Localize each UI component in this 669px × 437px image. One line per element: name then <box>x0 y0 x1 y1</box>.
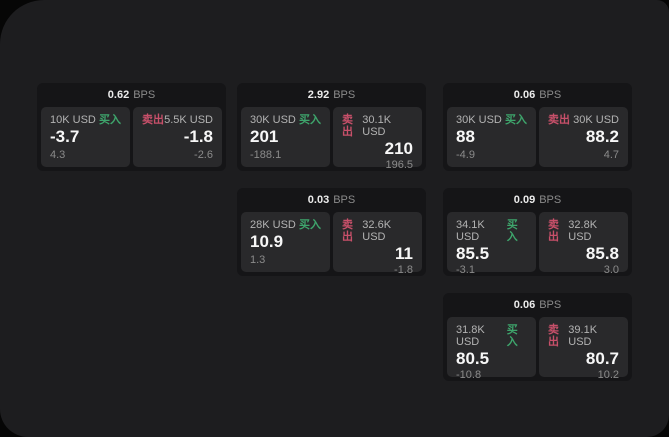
sell-price: -1.8 <box>183 127 213 146</box>
spread-header: 0.06 BPS <box>447 83 628 107</box>
sell-amount: 32.6K USD <box>362 219 392 243</box>
sell-amount: 30.1K USD <box>362 114 392 138</box>
buy-tile[interactable]: 30K USD 买入 88 -4.9 <box>447 107 536 167</box>
buy-tile[interactable]: 10K USD 买入 -3.7 4.3 <box>41 107 130 167</box>
buy-subvalue: -10.8 <box>456 369 482 381</box>
spread-value: 0.09 <box>513 194 536 206</box>
quote-card-2: 2.92 BPS 30K USD 买入 201 -188.1 卖出 30.1K … <box>237 83 426 171</box>
sell-subvalue: -1.8 <box>394 264 413 276</box>
buy-amount: 28K USD <box>250 219 296 231</box>
sell-amount: 32.8K USD <box>568 219 598 243</box>
quote-card-4: 0.03 BPS 28K USD 买入 10.9 1.3 卖出 32.6K US… <box>237 188 426 276</box>
buy-tile[interactable]: 31.8K USD 买入 80.5 -10.8 <box>447 317 536 381</box>
spread-header: 0.62 BPS <box>41 83 222 107</box>
spread-unit: BPS <box>133 89 156 101</box>
buy-amount: 34.1K USD <box>456 219 485 243</box>
spread-header: 0.09 BPS <box>447 188 628 212</box>
buy-label: 买入 <box>299 219 321 231</box>
sell-tile[interactable]: 卖出 30K USD 88.2 4.7 <box>539 107 628 167</box>
sell-label: 卖出 <box>548 324 559 348</box>
sell-tile[interactable]: 卖出 32.6K USD 11 -1.8 <box>333 212 422 276</box>
buy-label: 买入 <box>299 114 321 126</box>
buy-price: -3.7 <box>50 127 80 146</box>
spread-value: 0.06 <box>513 89 536 101</box>
buy-amount: 30K USD <box>250 114 296 126</box>
buy-subvalue: -4.9 <box>456 149 475 161</box>
buy-amount: 31.8K USD <box>456 324 485 348</box>
sell-subvalue: 4.7 <box>603 149 619 161</box>
sell-amount: 39.1K USD <box>568 324 598 348</box>
spread-header: 0.06 BPS <box>447 293 628 317</box>
spread-header: 0.03 BPS <box>241 188 422 212</box>
spread-unit: BPS <box>333 194 356 206</box>
sell-price: 88.2 <box>585 127 619 146</box>
quote-card-5: 0.09 BPS 34.1K USD 买入 85.5 -3.1 卖出 32.8K… <box>443 188 632 276</box>
sell-subvalue: 196.5 <box>385 159 413 171</box>
sell-amount: 5.5K USD <box>164 114 213 126</box>
buy-subvalue: 1.3 <box>250 254 266 266</box>
buy-price: 10.9 <box>250 232 284 251</box>
buy-subvalue: -3.1 <box>456 264 475 276</box>
sell-price: 80.7 <box>585 349 619 368</box>
buy-price: 85.5 <box>456 244 490 263</box>
sell-label: 卖出 <box>342 114 353 138</box>
sell-tile[interactable]: 卖出 39.1K USD 80.7 10.2 <box>539 317 628 381</box>
sell-tile[interactable]: 卖出 30.1K USD 210 196.5 <box>333 107 422 171</box>
sell-subvalue: -2.6 <box>194 149 213 161</box>
sell-label: 卖出 <box>548 219 559 243</box>
buy-tile[interactable]: 34.1K USD 买入 85.5 -3.1 <box>447 212 536 276</box>
buy-label: 买入 <box>99 114 121 126</box>
buy-amount: 30K USD <box>456 114 502 126</box>
sell-tile[interactable]: 卖出 5.5K USD -1.8 -2.6 <box>133 107 222 167</box>
buy-label: 买入 <box>506 219 518 243</box>
spread-unit: BPS <box>539 299 562 311</box>
sell-amount: 30K USD <box>573 114 619 126</box>
buy-amount: 10K USD <box>50 114 96 126</box>
buy-subvalue: 4.3 <box>50 149 66 161</box>
sell-tile[interactable]: 卖出 32.8K USD 85.8 3.0 <box>539 212 628 276</box>
buy-subvalue: -188.1 <box>250 149 282 161</box>
buy-price: 80.5 <box>456 349 490 368</box>
sell-price: 11 <box>395 244 413 263</box>
spread-unit: BPS <box>539 89 562 101</box>
spread-header: 2.92 BPS <box>241 83 422 107</box>
spread-unit: BPS <box>333 89 356 101</box>
sell-label: 卖出 <box>548 114 570 126</box>
sell-subvalue: 10.2 <box>597 369 619 381</box>
quote-card-3: 0.06 BPS 30K USD 买入 88 -4.9 卖出 30K USD <box>443 83 632 171</box>
sell-price: 210 <box>384 139 413 158</box>
buy-label: 买入 <box>506 324 518 348</box>
buy-price: 88 <box>456 127 475 146</box>
spread-unit: BPS <box>539 194 562 206</box>
sell-label: 卖出 <box>342 219 353 243</box>
spread-value: 0.62 <box>107 89 130 101</box>
quote-card-1: 0.62 BPS 10K USD 买入 -3.7 4.3 卖出 5.5K USD <box>37 83 226 171</box>
sell-subvalue: 3.0 <box>603 264 619 276</box>
sell-label: 卖出 <box>142 114 164 126</box>
spread-value: 2.92 <box>307 89 330 101</box>
buy-tile[interactable]: 28K USD 买入 10.9 1.3 <box>241 212 330 272</box>
buy-tile[interactable]: 30K USD 买入 201 -188.1 <box>241 107 330 167</box>
spread-value: 0.03 <box>307 194 330 206</box>
buy-price: 201 <box>250 127 279 146</box>
spread-value: 0.06 <box>513 299 536 311</box>
quote-card-6: 0.06 BPS 31.8K USD 买入 80.5 -10.8 卖出 39.1… <box>443 293 632 381</box>
sell-price: 85.8 <box>585 244 619 263</box>
buy-label: 买入 <box>505 114 527 126</box>
